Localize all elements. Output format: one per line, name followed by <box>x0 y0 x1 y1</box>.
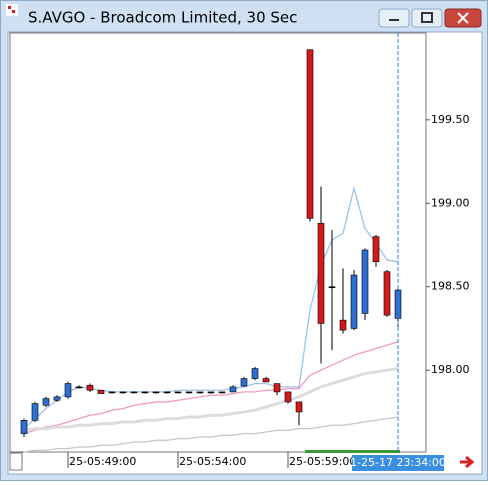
scroll-arrow[interactable] <box>460 455 475 469</box>
cursor-label-bg <box>352 455 444 471</box>
candle-body <box>328 286 336 289</box>
candle-body <box>42 398 50 406</box>
candle-body <box>350 274 358 329</box>
candle-body <box>207 391 215 394</box>
restore-icon <box>421 12 433 23</box>
candle-body <box>75 386 83 389</box>
candle-body <box>196 391 204 394</box>
app-icon <box>8 6 11 9</box>
scroll-box[interactable] <box>9 452 23 471</box>
y-tick-label: 199.50 <box>431 113 470 126</box>
candle-body <box>185 391 193 394</box>
candle-body <box>31 403 39 421</box>
candle-body <box>86 384 94 391</box>
candle-body <box>295 401 303 413</box>
candle-body <box>152 391 160 394</box>
candle-body <box>383 271 391 316</box>
candle-body <box>306 49 314 219</box>
indicator-line <box>23 416 399 453</box>
candle-body <box>361 249 369 314</box>
candle-body <box>130 391 138 394</box>
restore-button[interactable] <box>411 8 443 28</box>
candle-body <box>53 396 61 401</box>
candle-body <box>119 391 127 394</box>
minimize-icon <box>389 19 399 21</box>
y-tick-label: 198.00 <box>431 363 470 376</box>
candle-body <box>229 386 237 393</box>
y-tick-label: 198.50 <box>431 280 470 293</box>
plot-area <box>9 32 427 453</box>
x-tick-label: 25-05:49:00 <box>69 455 136 468</box>
candle-body <box>218 391 226 394</box>
window-title: S.AVGO - Broadcom Limited, 30 Sec <box>28 9 297 27</box>
candle-body <box>20 419 28 434</box>
candle-body <box>262 378 270 383</box>
candle-body <box>339 319 347 331</box>
candle-body <box>174 391 182 394</box>
candle-body <box>64 383 72 398</box>
candle-body <box>372 236 380 262</box>
x-tick-label: 25-05:54:00 <box>179 455 246 468</box>
candle-body <box>240 378 248 387</box>
range-bar <box>305 450 400 453</box>
candle-body <box>141 391 149 394</box>
close-icon <box>457 12 469 24</box>
minimize-button[interactable] <box>378 8 410 28</box>
candle-body <box>273 383 281 393</box>
candle-body <box>284 391 292 403</box>
candle-body <box>108 391 116 394</box>
cursor-label: 1-25-17 23:34:00 <box>350 456 446 469</box>
indicator-line <box>23 367 399 432</box>
candle-body <box>251 368 259 379</box>
y-tick-label: 199.00 <box>431 196 470 209</box>
app-icon <box>12 10 15 13</box>
candle-body <box>97 389 105 394</box>
indicator-line <box>23 185 399 430</box>
candle-body <box>317 223 325 324</box>
x-tick-label: 25-05:59:00 <box>289 455 356 468</box>
candle-body <box>163 391 171 394</box>
indicator-line <box>23 341 399 435</box>
